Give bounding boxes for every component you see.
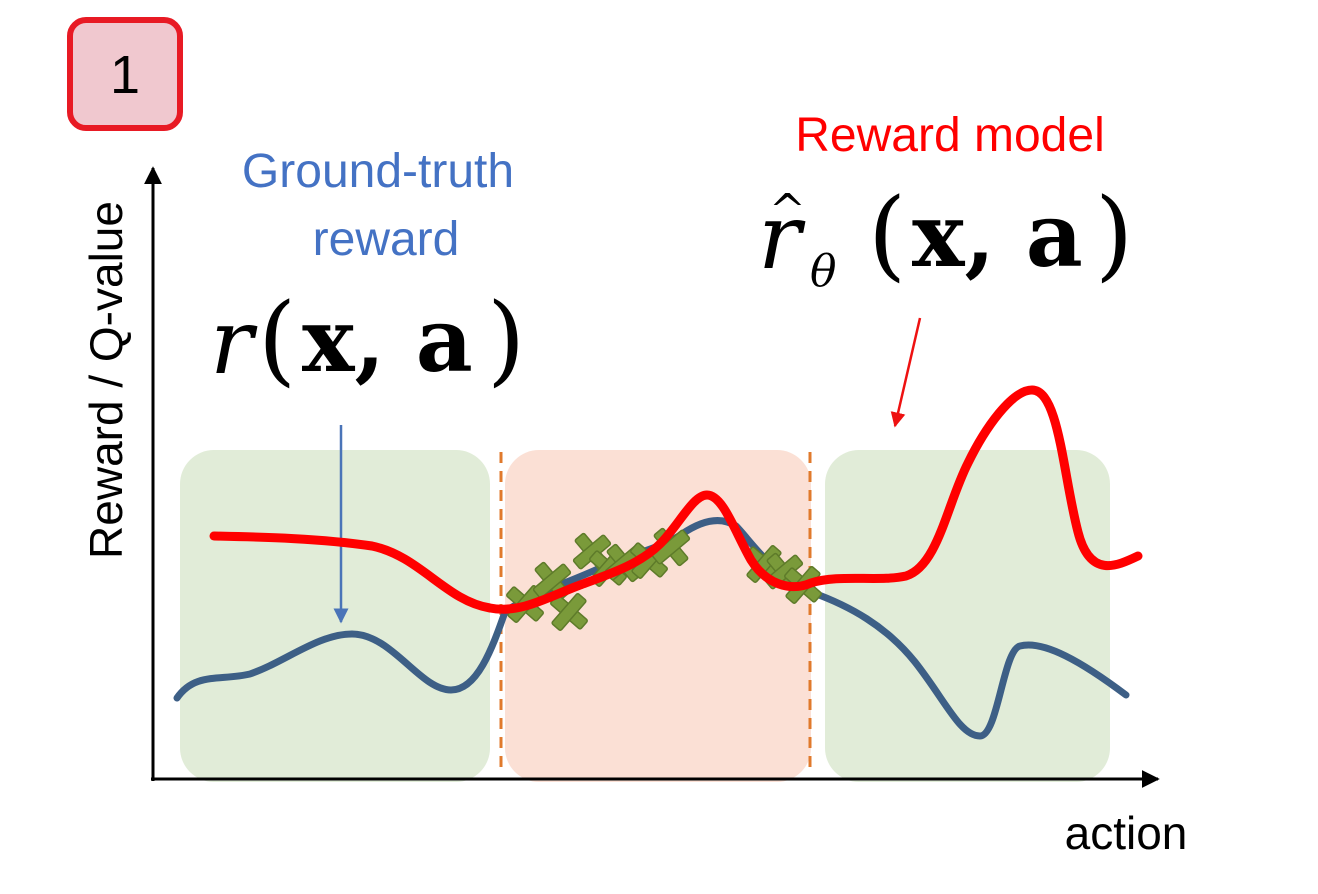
reward-model-formula-subscript: θ: [810, 246, 837, 297]
right-out-of-distribution-region: [825, 450, 1110, 782]
reward-model-formula-open-paren: (: [868, 178, 906, 292]
step-badge-box: [67, 17, 183, 131]
ground-truth-label-line2: reward: [313, 213, 460, 266]
reward-model-formula-symbol: r: [758, 185, 806, 290]
ground-truth-formula-open-paren: (: [258, 283, 296, 397]
ground-truth-label-line1: Ground-truth: [242, 145, 514, 198]
reward-model-curve: [209, 385, 1143, 614]
training-data-point-arm-2: [532, 563, 572, 599]
ground-truth-formula-symbol: r: [210, 290, 258, 395]
left-in-distribution-region: [180, 450, 490, 782]
step-badge-number: 1: [110, 45, 140, 105]
ground-truth-formula-arguments: x, a: [302, 288, 473, 392]
step-badge: 1: [67, 17, 183, 131]
reward-model-label-group: Reward model ^ r θ ( x, a ): [758, 109, 1133, 297]
reward-model-formula-close-paren: ): [1095, 178, 1133, 292]
y-axis-label: Reward / Q-value: [80, 201, 132, 559]
middle-training-region: [505, 450, 811, 782]
reward-model-formula-arguments: x, a: [912, 183, 1083, 287]
reward-model-label: Reward model: [795, 109, 1104, 162]
reward-model-pointer-arrow: [890, 317, 922, 428]
x-axis-label: action: [1065, 807, 1188, 859]
ground-truth-formula-close-paren: ): [487, 283, 525, 397]
ground-truth-label-group: Ground-truth reward r ( x, a ): [210, 145, 525, 397]
plot-axes: [144, 166, 1160, 788]
training-data-point: [550, 593, 588, 631]
reward-model-formula-hat: ^: [769, 185, 806, 236]
training-data-point-arm-2: [551, 593, 587, 631]
